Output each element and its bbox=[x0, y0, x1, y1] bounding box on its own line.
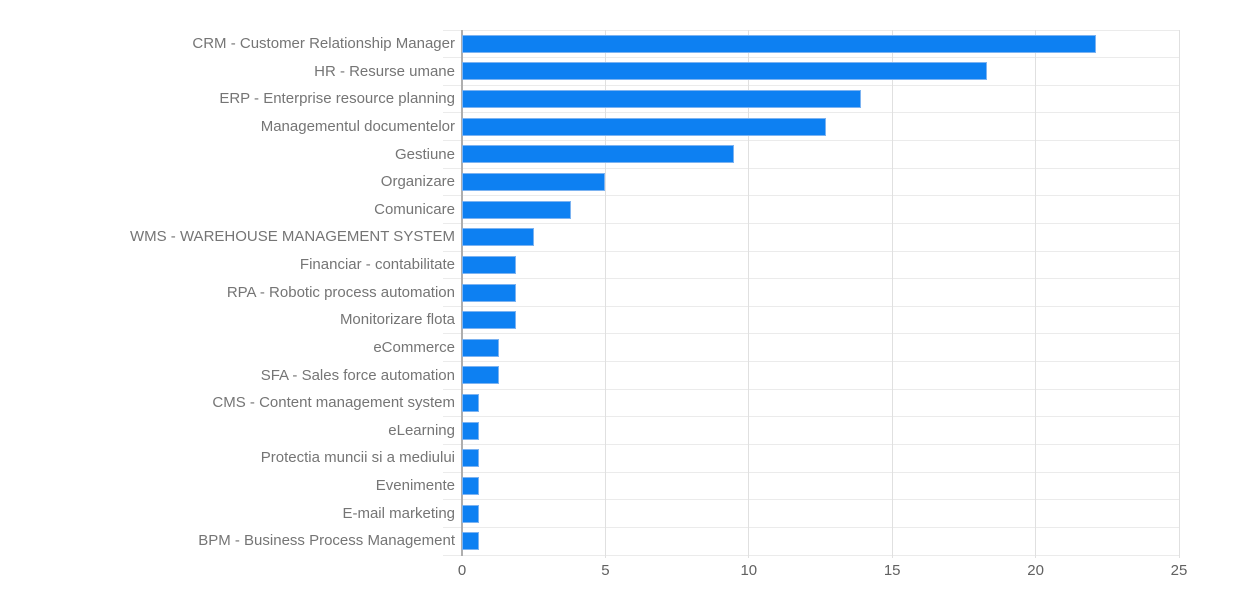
bar bbox=[462, 449, 480, 468]
row-gridline bbox=[443, 222, 1179, 224]
category-label: SFA - Sales force automation bbox=[260, 366, 455, 384]
category-label: Organizare bbox=[380, 173, 455, 191]
bar bbox=[462, 532, 480, 551]
row-gridline bbox=[443, 167, 1179, 169]
x-tick-label: 15 bbox=[883, 562, 901, 579]
category-label: RPA - Robotic process automation bbox=[226, 283, 455, 301]
x-tick-label: 10 bbox=[740, 562, 758, 579]
category-label: Managementul documentelor bbox=[260, 117, 455, 135]
bar bbox=[462, 90, 861, 109]
row-gridline bbox=[443, 443, 1179, 445]
x-gridline bbox=[748, 30, 750, 558]
row-gridline bbox=[443, 84, 1179, 86]
row-gridline bbox=[443, 526, 1179, 528]
category-label: eLearning bbox=[388, 421, 455, 439]
category-label: eCommerce bbox=[373, 338, 455, 356]
bar bbox=[462, 476, 480, 495]
bar bbox=[462, 172, 606, 191]
category-label: WMS - WAREHOUSE MANAGEMENT SYSTEM bbox=[129, 228, 455, 246]
row-gridline bbox=[443, 195, 1179, 197]
category-label: Comunicare bbox=[374, 200, 455, 218]
bar bbox=[462, 394, 480, 413]
bar bbox=[462, 62, 987, 81]
row-gridline bbox=[443, 361, 1179, 363]
x-tick-label: 25 bbox=[1170, 562, 1188, 579]
row-gridline bbox=[443, 305, 1179, 307]
row-gridline bbox=[443, 499, 1179, 501]
bar bbox=[462, 283, 517, 302]
row-gridline bbox=[443, 388, 1179, 390]
row-gridline bbox=[443, 333, 1179, 335]
x-gridline bbox=[604, 30, 606, 558]
row-gridline bbox=[443, 554, 1179, 556]
bar bbox=[462, 311, 517, 330]
x-axis: 0 5 10 15 20 25 bbox=[458, 562, 1188, 584]
x-gridline bbox=[891, 30, 893, 558]
plot-area bbox=[443, 29, 1180, 558]
bar bbox=[462, 228, 534, 247]
row-gridline bbox=[443, 112, 1179, 114]
row-gridline bbox=[443, 57, 1179, 59]
category-axis: CRM - Customer Relationship Manager HR - … bbox=[0, 30, 455, 555]
category-label: BPM - Business Process Management bbox=[198, 532, 455, 550]
row-gridline bbox=[443, 140, 1179, 142]
x-gridline bbox=[1178, 30, 1180, 558]
bar bbox=[462, 34, 1096, 53]
category-label: CRM - Customer Relationship Manager bbox=[192, 35, 455, 52]
bar bbox=[462, 255, 517, 274]
bar bbox=[462, 117, 827, 136]
row-gridline bbox=[443, 471, 1179, 473]
bar bbox=[462, 338, 500, 357]
category-label: Financiar - contabilitate bbox=[299, 256, 455, 273]
row-gridline bbox=[443, 278, 1179, 280]
row-gridline bbox=[443, 416, 1179, 418]
x-gridline bbox=[1035, 30, 1037, 558]
row-gridline bbox=[443, 250, 1179, 252]
bar bbox=[462, 145, 735, 164]
x-tick-label: 20 bbox=[1027, 562, 1044, 579]
x-tick-label: 5 bbox=[601, 562, 610, 579]
category-label: Evenimente bbox=[375, 477, 455, 494]
category-label: Monitorizare flota bbox=[339, 311, 455, 329]
category-label: ERP - Enterprise resource planning bbox=[219, 90, 455, 108]
bar bbox=[462, 200, 571, 219]
category-label: E-mail marketing bbox=[342, 504, 455, 522]
row-gridline bbox=[443, 29, 1179, 31]
category-label: Protectia muncii si a mediului bbox=[260, 449, 455, 467]
bar bbox=[462, 366, 500, 385]
x-tick-label: 0 bbox=[457, 562, 467, 579]
bar bbox=[462, 504, 480, 523]
category-label: HR - Resurse umane bbox=[314, 62, 455, 80]
category-label: Gestiune bbox=[394, 145, 455, 163]
bar bbox=[462, 421, 480, 440]
category-label: CMS - Content management system bbox=[212, 394, 455, 412]
